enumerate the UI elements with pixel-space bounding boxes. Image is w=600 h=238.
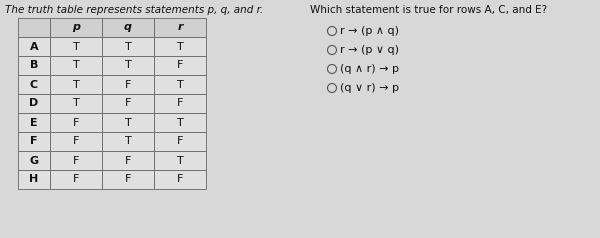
- Bar: [154, 113, 206, 132]
- Bar: [154, 37, 206, 56]
- Bar: [18, 18, 50, 37]
- Bar: [50, 18, 102, 37]
- Text: F: F: [125, 79, 131, 89]
- Text: F: F: [177, 137, 183, 147]
- Text: A: A: [29, 41, 38, 51]
- Bar: [102, 113, 154, 132]
- Bar: [18, 75, 50, 94]
- Text: F: F: [73, 155, 79, 165]
- Bar: [102, 132, 154, 151]
- Bar: [154, 75, 206, 94]
- Text: Which statement is true for rows A, C, and E?: Which statement is true for rows A, C, a…: [310, 5, 547, 15]
- Text: E: E: [30, 118, 38, 128]
- Text: T: T: [176, 155, 184, 165]
- Text: C: C: [30, 79, 38, 89]
- Text: F: F: [125, 99, 131, 109]
- Bar: [102, 56, 154, 75]
- Text: F: F: [177, 174, 183, 184]
- Text: p: p: [72, 23, 80, 33]
- Bar: [50, 151, 102, 170]
- Text: T: T: [125, 60, 131, 70]
- Bar: [18, 37, 50, 56]
- Bar: [102, 170, 154, 189]
- Text: T: T: [73, 79, 79, 89]
- Text: H: H: [29, 174, 38, 184]
- Text: F: F: [73, 137, 79, 147]
- Text: F: F: [73, 118, 79, 128]
- Bar: [50, 132, 102, 151]
- Bar: [102, 151, 154, 170]
- Text: T: T: [125, 137, 131, 147]
- Bar: [50, 56, 102, 75]
- Text: T: T: [125, 118, 131, 128]
- Bar: [50, 75, 102, 94]
- Bar: [18, 56, 50, 75]
- Bar: [102, 37, 154, 56]
- Bar: [154, 56, 206, 75]
- Text: (q ∧ r) → p: (q ∧ r) → p: [340, 64, 399, 74]
- Bar: [18, 132, 50, 151]
- Text: q: q: [124, 23, 132, 33]
- Text: T: T: [176, 118, 184, 128]
- Text: r: r: [177, 23, 183, 33]
- Bar: [154, 94, 206, 113]
- Bar: [18, 170, 50, 189]
- Text: F: F: [73, 174, 79, 184]
- Text: G: G: [29, 155, 38, 165]
- Bar: [50, 37, 102, 56]
- Bar: [154, 18, 206, 37]
- Text: (q ∨ r) → p: (q ∨ r) → p: [340, 83, 399, 93]
- Bar: [50, 113, 102, 132]
- Bar: [18, 113, 50, 132]
- Text: B: B: [30, 60, 38, 70]
- Text: F: F: [30, 137, 38, 147]
- Bar: [50, 94, 102, 113]
- Text: r → (p ∨ q): r → (p ∨ q): [340, 45, 399, 55]
- Text: T: T: [73, 99, 79, 109]
- Bar: [102, 75, 154, 94]
- Bar: [154, 132, 206, 151]
- Bar: [50, 170, 102, 189]
- Text: r → (p ∧ q): r → (p ∧ q): [340, 26, 399, 36]
- Text: T: T: [73, 60, 79, 70]
- Bar: [18, 151, 50, 170]
- Text: T: T: [125, 41, 131, 51]
- Text: T: T: [73, 41, 79, 51]
- Text: T: T: [176, 41, 184, 51]
- Bar: [18, 94, 50, 113]
- Text: F: F: [177, 99, 183, 109]
- Text: F: F: [177, 60, 183, 70]
- Text: D: D: [29, 99, 38, 109]
- Bar: [154, 151, 206, 170]
- Text: F: F: [125, 155, 131, 165]
- Bar: [102, 18, 154, 37]
- Bar: [154, 170, 206, 189]
- Text: T: T: [176, 79, 184, 89]
- Bar: [102, 94, 154, 113]
- Text: The truth table represents statements p, q, and r.: The truth table represents statements p,…: [5, 5, 263, 15]
- Text: F: F: [125, 174, 131, 184]
